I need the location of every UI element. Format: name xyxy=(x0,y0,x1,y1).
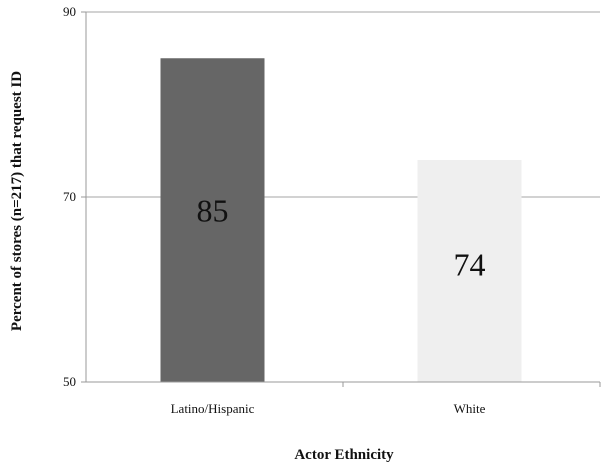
data-label: 85 xyxy=(197,192,229,228)
y-axis-title: Percent of stores (n=217) that request I… xyxy=(9,71,25,331)
category-labels: Latino/Hispanic White xyxy=(171,401,486,416)
y-tick-label: 50 xyxy=(63,374,76,389)
bars xyxy=(160,58,522,382)
category-label: White xyxy=(454,401,486,416)
y-tick-label: 70 xyxy=(63,189,76,204)
y-ticks: 50 70 90 xyxy=(63,4,601,389)
bar-latino-hispanic xyxy=(160,58,265,382)
bar-white xyxy=(417,160,522,382)
data-label: 74 xyxy=(454,246,486,282)
data-labels: 85 74 xyxy=(197,192,486,282)
category-label: Latino/Hispanic xyxy=(171,401,255,416)
y-tick-label: 90 xyxy=(63,4,76,19)
x-axis-title: Actor Ethnicity xyxy=(294,447,394,463)
